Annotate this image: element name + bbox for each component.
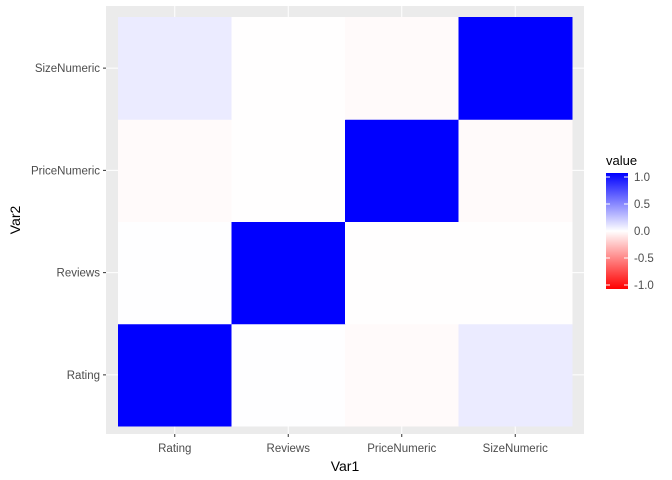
x-tick-label: Reviews: [267, 443, 311, 455]
legend-title: value: [606, 153, 637, 168]
y-tick-label: PriceNumeric: [31, 165, 100, 177]
cell-Reviews-PriceNumeric: [231, 119, 346, 222]
cell-SizeNumeric-Reviews: [458, 221, 573, 325]
y-axis-ticks: Rating Reviews PriceNumeric SizeNumeric: [31, 63, 106, 382]
legend-ticks: 1.0 0.5 0.0 -0.5 -1.0: [606, 172, 654, 292]
cell-SizeNumeric-PriceNumeric: [458, 119, 573, 222]
legend-colorbar: [606, 173, 628, 289]
cell-PriceNumeric-Rating: [345, 323, 459, 427]
cell-Rating-PriceNumeric: [118, 119, 232, 222]
cell-Reviews-Rating: [231, 323, 346, 427]
cell-PriceNumeric-PriceNumeric: [345, 119, 459, 222]
x-axis-ticks: Rating Reviews PriceNumeric SizeNumeric: [158, 434, 548, 455]
legend-tick-label: -0.5: [634, 253, 654, 265]
heatmap-cells: [118, 17, 573, 427]
legend-tick-label: 0.5: [634, 199, 650, 211]
cell-Reviews-Reviews: [231, 221, 346, 325]
y-tick-label: SizeNumeric: [35, 63, 100, 75]
x-tick-label: SizeNumeric: [483, 443, 548, 455]
cell-SizeNumeric-SizeNumeric: [458, 17, 573, 120]
x-axis-title: Var1: [331, 458, 360, 474]
cell-Rating-SizeNumeric: [118, 17, 232, 120]
cell-PriceNumeric-SizeNumeric: [345, 17, 459, 120]
legend-tick-label: 1.0: [634, 172, 650, 184]
cell-SizeNumeric-Rating: [458, 323, 573, 427]
y-tick-label: Rating: [67, 370, 100, 382]
cell-Reviews-SizeNumeric: [231, 17, 346, 120]
y-tick-label: Reviews: [57, 268, 101, 280]
legend: value 1.0 0.5 0.0 -0.5 -1.0: [606, 153, 654, 292]
legend-tick-label: 0.0: [634, 226, 650, 238]
x-tick-label: PriceNumeric: [367, 443, 436, 455]
y-axis-title: Var2: [7, 206, 23, 235]
cell-Rating-Rating: [118, 323, 232, 427]
cell-PriceNumeric-Reviews: [345, 221, 459, 325]
cell-Rating-Reviews: [118, 221, 232, 325]
x-tick-label: Rating: [158, 443, 191, 455]
legend-tick-label: -1.0: [634, 280, 654, 292]
